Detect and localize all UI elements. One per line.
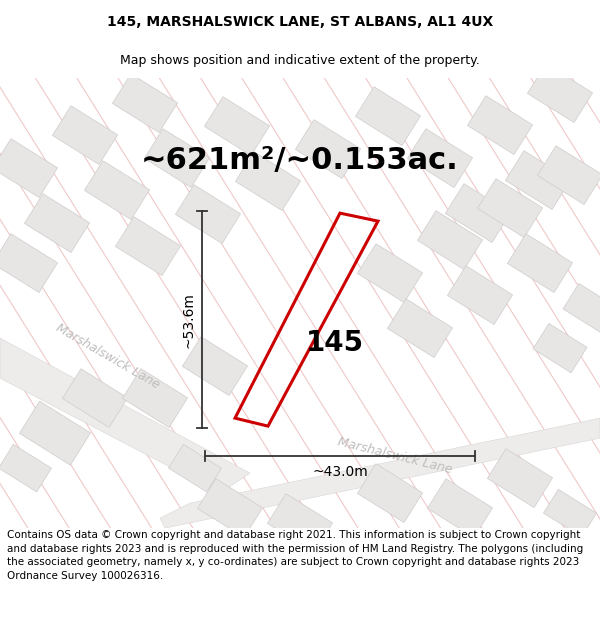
Text: Map shows position and indicative extent of the property.: Map shows position and indicative extent…	[120, 54, 480, 68]
Polygon shape	[295, 120, 361, 179]
Polygon shape	[388, 299, 452, 358]
Polygon shape	[487, 449, 553, 508]
Text: ~53.6m: ~53.6m	[181, 292, 195, 348]
Text: 145, MARSHALSWICK LANE, ST ALBANS, AL1 4UX: 145, MARSHALSWICK LANE, ST ALBANS, AL1 4…	[107, 15, 493, 29]
Polygon shape	[478, 179, 542, 238]
Polygon shape	[112, 74, 178, 132]
Polygon shape	[25, 194, 89, 252]
Polygon shape	[508, 234, 572, 292]
Polygon shape	[160, 418, 600, 528]
Text: Marshalswick Lane: Marshalswick Lane	[337, 436, 454, 477]
Polygon shape	[62, 369, 128, 428]
Polygon shape	[527, 64, 593, 122]
Text: Marshalswick Lane: Marshalswick Lane	[54, 321, 162, 391]
Polygon shape	[0, 139, 58, 198]
Polygon shape	[448, 266, 512, 324]
Polygon shape	[538, 146, 600, 204]
Text: 145: 145	[306, 329, 364, 357]
Polygon shape	[544, 489, 596, 537]
Polygon shape	[418, 211, 482, 269]
Polygon shape	[358, 244, 422, 302]
Text: ~621m²/~0.153ac.: ~621m²/~0.153ac.	[141, 146, 459, 174]
Polygon shape	[145, 129, 209, 188]
Polygon shape	[563, 284, 600, 332]
Polygon shape	[505, 151, 571, 209]
Polygon shape	[0, 234, 58, 292]
Polygon shape	[268, 494, 332, 552]
Polygon shape	[467, 96, 533, 154]
Polygon shape	[19, 401, 91, 465]
Polygon shape	[407, 129, 473, 188]
Polygon shape	[197, 479, 263, 538]
Polygon shape	[122, 369, 188, 428]
Polygon shape	[0, 444, 52, 492]
Polygon shape	[427, 479, 493, 538]
Polygon shape	[169, 444, 221, 492]
Polygon shape	[205, 97, 269, 156]
Polygon shape	[182, 337, 248, 396]
Polygon shape	[115, 217, 181, 276]
Polygon shape	[175, 185, 241, 244]
Polygon shape	[445, 184, 511, 242]
Polygon shape	[52, 106, 118, 164]
Polygon shape	[533, 324, 587, 372]
Polygon shape	[235, 152, 301, 211]
Polygon shape	[355, 87, 421, 146]
Polygon shape	[85, 161, 149, 219]
Text: ~43.0m: ~43.0m	[312, 465, 368, 479]
Text: Contains OS data © Crown copyright and database right 2021. This information is : Contains OS data © Crown copyright and d…	[7, 530, 583, 581]
Polygon shape	[0, 338, 250, 493]
Polygon shape	[358, 464, 422, 522]
